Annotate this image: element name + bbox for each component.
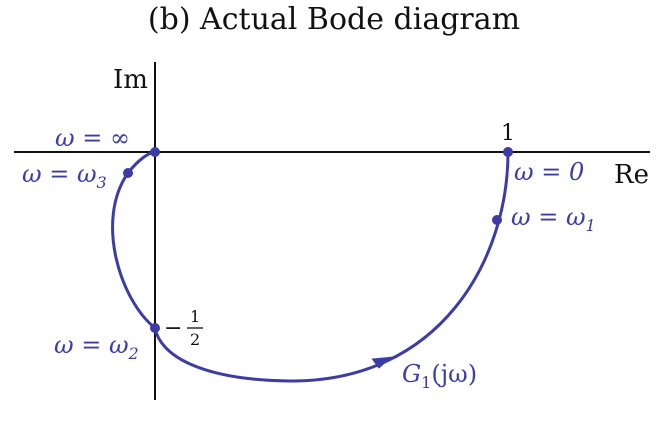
- g1-curve: [111, 150, 510, 383]
- diagram-title: (b) Actual Bode diagram: [147, 2, 521, 37]
- curve-label: G1(jω): [402, 360, 477, 392]
- tick-one-label: 1: [501, 121, 515, 146]
- label-w2-sub: 2: [128, 344, 139, 363]
- point-w2: [150, 323, 160, 333]
- label-w1-main: ω = ω: [511, 203, 586, 231]
- label-w2: ω = ω2: [54, 331, 139, 363]
- curve-label-name: G: [402, 360, 421, 388]
- half-denominator: 2: [190, 330, 200, 349]
- real-axis-label: Re: [614, 160, 649, 190]
- imag-axis-label: Im: [113, 65, 148, 95]
- label-w2-main: ω = ω: [54, 331, 129, 359]
- point-w0: [503, 147, 513, 157]
- label-w3-main: ω = ω: [22, 160, 97, 188]
- point-w1: [492, 215, 502, 225]
- label-w1-sub: 1: [586, 216, 596, 235]
- label-w0: ω = 0: [514, 158, 584, 186]
- direction-arrow: [371, 356, 393, 369]
- label-w3: ω = ω3: [22, 160, 107, 192]
- half-numerator: 1: [190, 307, 200, 326]
- curve-label-sub: 1: [421, 373, 431, 392]
- label-w-inf: ω = ∞: [55, 124, 130, 152]
- label-w3-sub: 3: [97, 173, 107, 192]
- point-w-inf: [150, 147, 160, 157]
- label-w1: ω = ω1: [511, 203, 596, 235]
- curve-label-arg: (jω): [431, 360, 477, 388]
- minus-sign: −: [164, 316, 182, 341]
- point-w3: [123, 168, 133, 178]
